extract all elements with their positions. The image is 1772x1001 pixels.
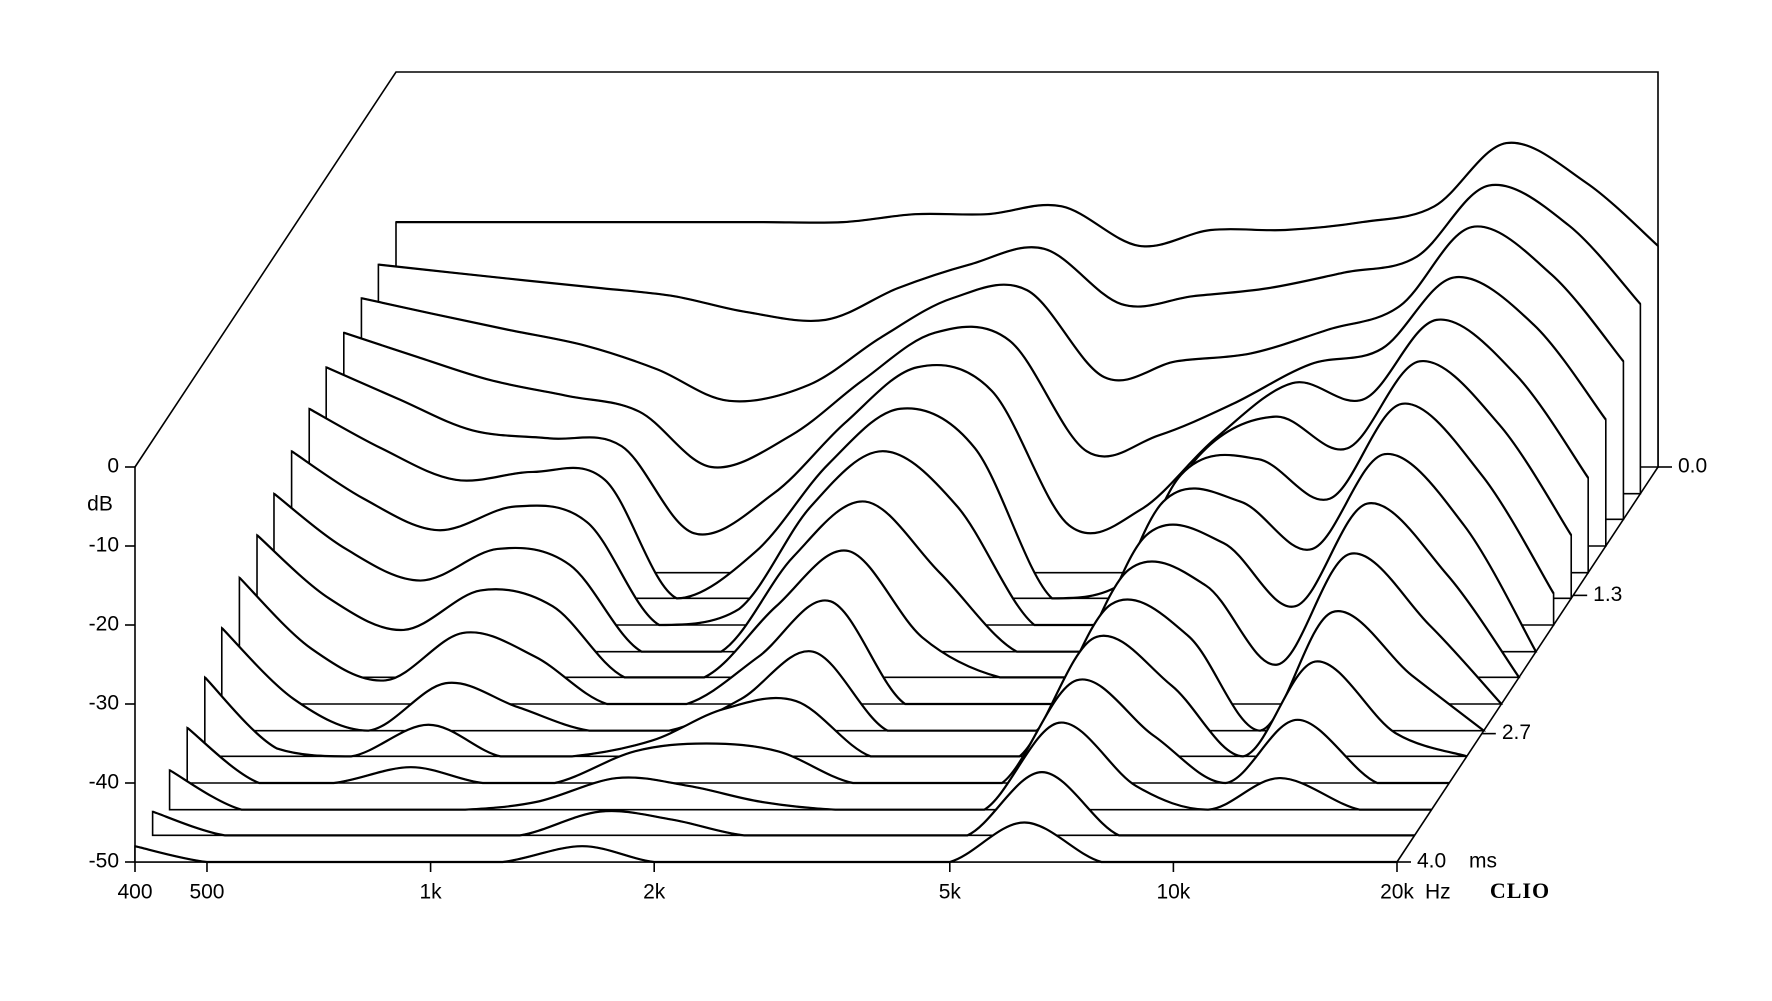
z-axis [1396,466,1659,863]
slice-line [361,225,1625,403]
slice-line [256,502,1520,679]
slice-line [169,721,1432,811]
slice-line [378,183,1642,323]
slice-line [204,634,1468,758]
x-tick-label: 400 [117,881,152,904]
y-tick-label: -50 [89,850,119,873]
x-tick-label: 10k [1156,881,1190,904]
z-unit: ms [1469,850,1497,873]
slice-line [152,771,1415,837]
slice-line [308,360,1573,600]
y-tick-label: 0 [107,455,119,478]
slice-fill [134,821,1397,863]
z-tick-label: 0.0 [1678,455,1707,478]
z-tick-label: 1.3 [1593,583,1622,606]
slice-line [134,821,1397,864]
z-tick-label: 4.0 [1417,850,1446,873]
x-unit: Hz [1425,881,1451,904]
slice-line [238,552,1503,706]
z-tick-label: 2.7 [1502,721,1531,744]
y-tick-label: -30 [89,692,119,715]
y-tick-label: -10 [89,534,119,557]
y-axis-label: dB [87,493,113,516]
x-tick-label: 20k [1380,881,1414,904]
x-tick-label: 500 [189,881,224,904]
slice-line [290,402,1555,627]
slice-line [273,453,1537,653]
x-tick-label: 1k [419,881,442,904]
x-tick-label: 2k [643,881,666,904]
slice-line [396,141,1659,248]
slice-line [343,275,1607,469]
y-tick-label: -40 [89,771,119,794]
x-tick-label: 5k [939,881,962,904]
y-tick-label: -20 [89,613,119,636]
brand: CLIO [1490,878,1550,903]
slice-line [325,318,1590,536]
slice-line [186,678,1450,785]
